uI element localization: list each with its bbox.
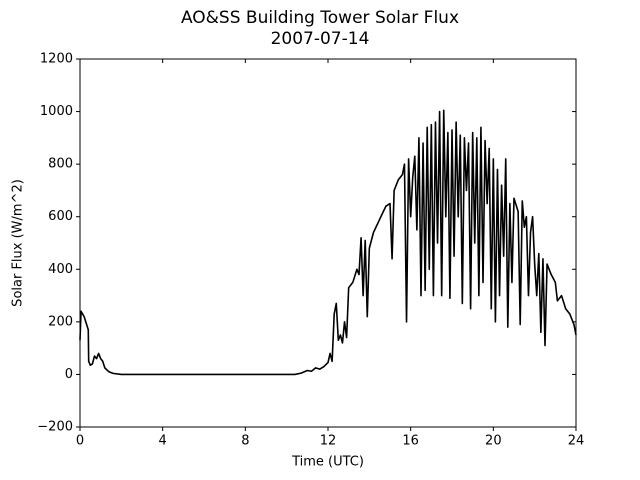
y-tick-label: 1200 bbox=[40, 52, 73, 67]
x-tick-label: 24 bbox=[568, 434, 585, 449]
chart-subtitle: 2007-07-14 bbox=[271, 29, 370, 49]
y-tick-label: 1000 bbox=[40, 104, 73, 119]
x-tick-label: 16 bbox=[402, 434, 419, 449]
chart-title: AO&SS Building Tower Solar Flux bbox=[181, 8, 459, 28]
x-axis-label: Time (UTC) bbox=[291, 455, 364, 470]
plot-frame bbox=[79, 58, 577, 428]
x-tick-label: 20 bbox=[485, 434, 502, 449]
y-tick-label: 800 bbox=[48, 157, 73, 172]
y-tick-label: −200 bbox=[37, 420, 73, 435]
y-axis-label: Solar Flux (W/m^2) bbox=[11, 179, 26, 307]
x-tick-label: 12 bbox=[320, 434, 337, 449]
data-line bbox=[79, 109, 577, 376]
y-tick-label: 200 bbox=[48, 314, 73, 329]
x-tick-label: 0 bbox=[76, 434, 84, 449]
x-tick-label: 8 bbox=[241, 434, 249, 449]
y-tick-label: 0 bbox=[65, 367, 73, 382]
y-tick-label: 600 bbox=[48, 209, 73, 224]
y-tick-label: 400 bbox=[48, 262, 73, 277]
x-tick-label: 4 bbox=[159, 434, 167, 449]
